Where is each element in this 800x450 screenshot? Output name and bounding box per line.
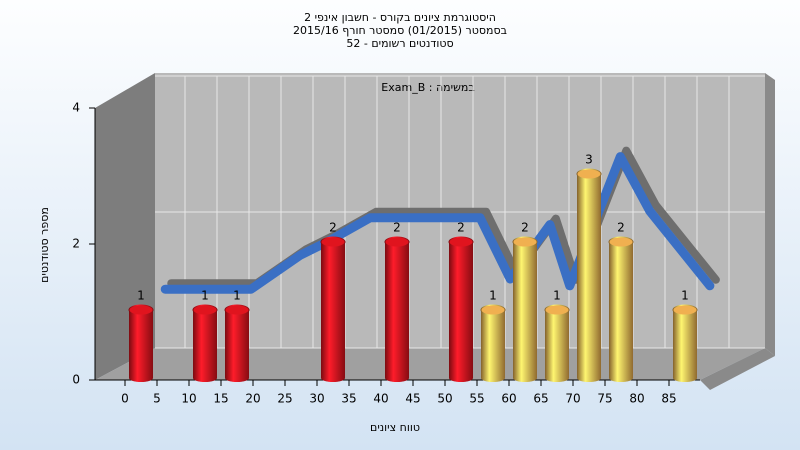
bar	[193, 310, 217, 378]
bar-top	[384, 236, 410, 248]
value-label: 1	[681, 289, 689, 303]
bar-top	[672, 304, 698, 316]
bar	[481, 310, 505, 378]
y-axis-label: מספר סטודנטים	[38, 207, 51, 283]
value-label: 2	[329, 221, 337, 235]
value-label: 1	[553, 289, 561, 303]
y-tick-label: 2	[72, 237, 80, 251]
x-tick-label: 60	[501, 392, 516, 406]
bar	[545, 310, 569, 378]
bar	[449, 242, 473, 378]
x-tick-label: 50	[437, 392, 452, 406]
x-tick-label: 55	[469, 392, 484, 406]
wall-edge	[765, 73, 775, 356]
value-label: 1	[489, 289, 497, 303]
x-tick-label: 85	[661, 392, 676, 406]
bar	[225, 310, 249, 378]
bar-top	[320, 236, 346, 248]
chart-subtitle: סטודנטים רשומים - 52	[346, 37, 453, 50]
x-tick-label: 10	[181, 392, 196, 406]
bar-top	[224, 304, 250, 316]
chart-subtitle: בסמסטר (01/2015) סמסטר חורף 2015/16	[293, 24, 507, 37]
bar-top	[576, 168, 602, 180]
x-tick-label: 65	[533, 392, 548, 406]
x-tick-label: 80	[629, 392, 644, 406]
bar	[577, 174, 601, 378]
bar-top	[512, 236, 538, 248]
x-tick-label: 35	[341, 392, 356, 406]
value-label: 1	[201, 289, 209, 303]
x-tick-label: 40	[373, 392, 388, 406]
bar-top	[128, 304, 154, 316]
trend-line	[160, 152, 715, 294]
x-tick-label: 15	[213, 392, 228, 406]
bar	[321, 242, 345, 378]
bar	[385, 242, 409, 378]
annotation: במשימה : Exam_B	[381, 81, 474, 94]
value-label: 1	[137, 289, 145, 303]
y-tick-label: 0	[72, 373, 80, 387]
bar	[513, 242, 537, 378]
x-axis-label: טווח ציונים	[370, 421, 420, 434]
left-wall	[95, 73, 155, 380]
x-tick-label: 75	[597, 392, 612, 406]
bar-top	[480, 304, 506, 316]
x-tick-label: 70	[565, 392, 580, 406]
x-tick-label: 0	[121, 392, 129, 406]
value-label: 1	[233, 289, 241, 303]
bar-top	[544, 304, 570, 316]
y-tick-label: 4	[72, 101, 80, 115]
bar-top	[448, 236, 474, 248]
value-label: 3	[585, 153, 593, 167]
value-label: 2	[457, 221, 465, 235]
x-tick-label: 5	[153, 392, 161, 406]
bar	[609, 242, 633, 378]
floor-edge	[700, 348, 775, 390]
chart-title: היסטוגרמת ציונים בקורס - חשבון אינפי 2	[304, 11, 496, 24]
bar-top	[192, 304, 218, 316]
value-label: 2	[521, 221, 529, 235]
bar	[673, 310, 697, 378]
x-tick-label: 25	[277, 392, 292, 406]
value-label: 2	[393, 221, 401, 235]
value-label: 2	[617, 221, 625, 235]
x-tick-label: 20	[245, 392, 260, 406]
x-tick-label: 45	[405, 392, 420, 406]
bar-top	[608, 236, 634, 248]
bar	[129, 310, 153, 378]
x-tick-label: 30	[309, 392, 324, 406]
